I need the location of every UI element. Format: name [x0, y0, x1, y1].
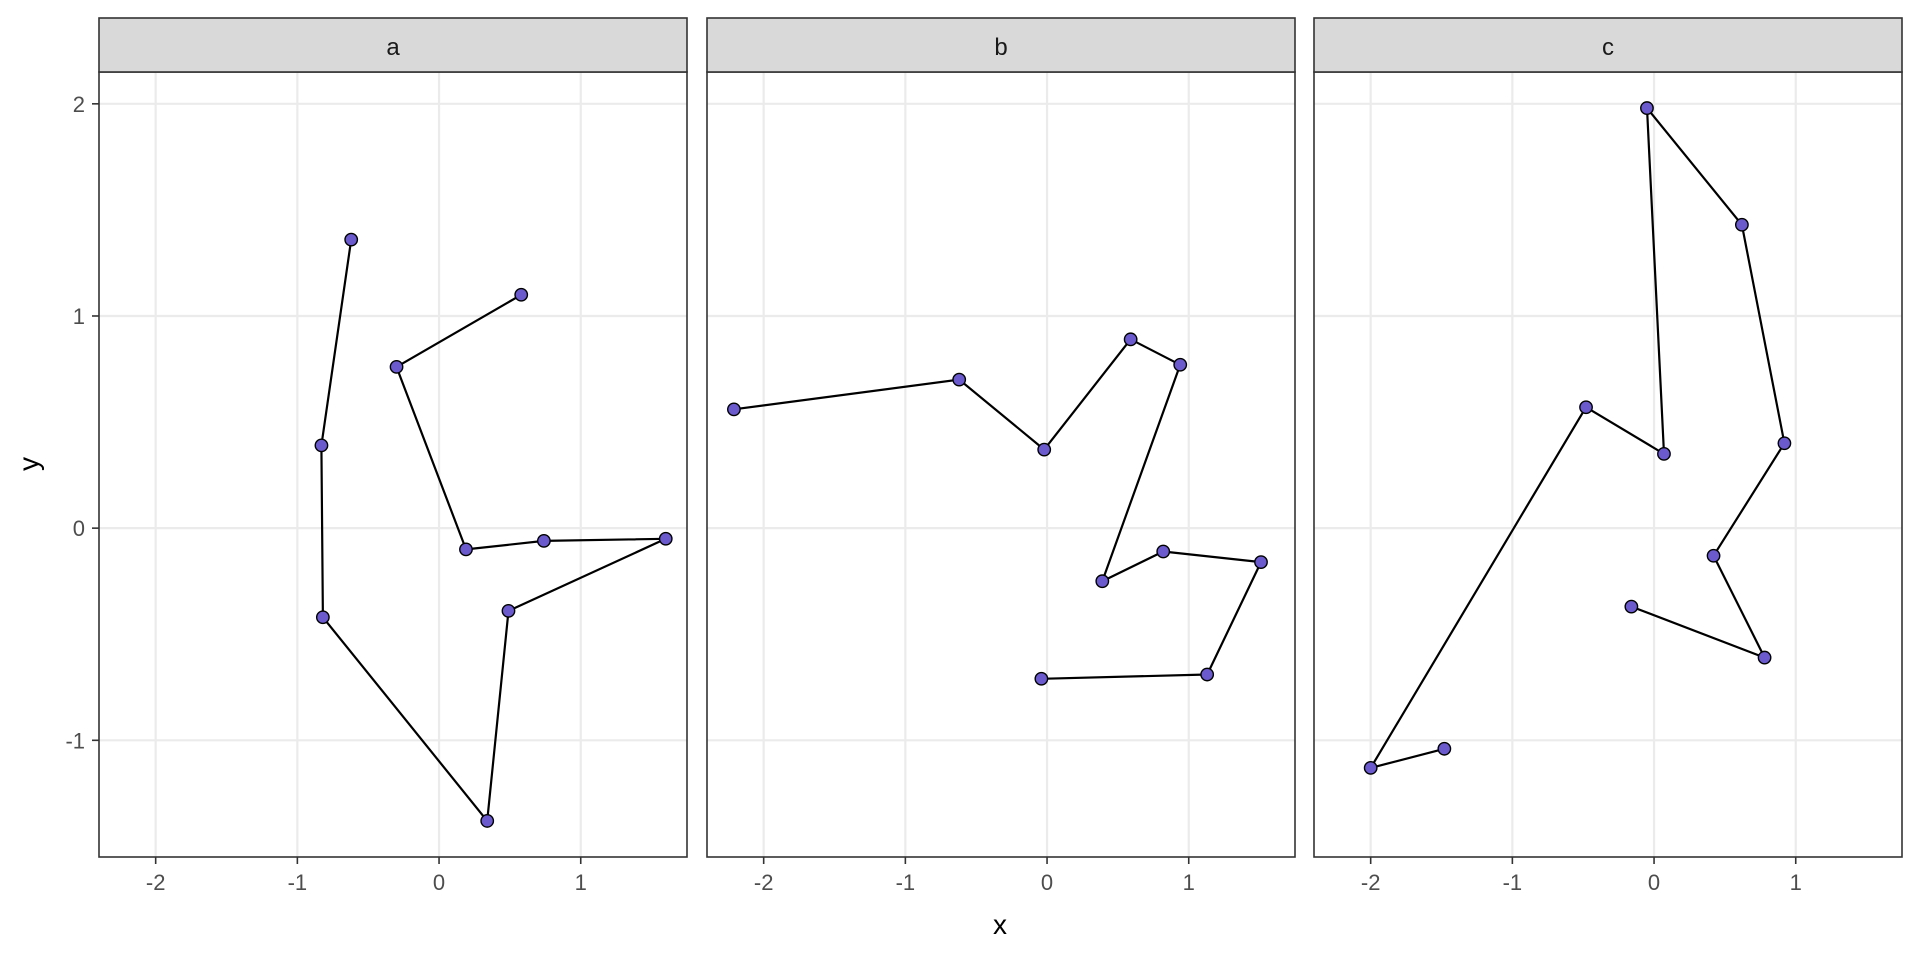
- data-point: [727, 402, 741, 417]
- data-point: [1437, 741, 1452, 756]
- panel-background: [1314, 72, 1902, 857]
- data-point: [314, 438, 329, 453]
- axes: x y -1 0 1 2: [13, 92, 1007, 940]
- x-tick-label: 0: [1648, 870, 1660, 895]
- x-tick-label: -2: [146, 870, 166, 895]
- data-point: [1734, 217, 1749, 232]
- data-point: [1037, 442, 1052, 457]
- x-tick-label: -1: [1503, 870, 1523, 895]
- y-tick-label: 1: [73, 304, 85, 329]
- data-point: [1579, 400, 1593, 415]
- series-path-line: [1369, 106, 1786, 770]
- x-tick-label: 1: [1790, 870, 1802, 895]
- data-point: [1095, 574, 1110, 589]
- data-point: [658, 531, 673, 546]
- x-tick-label: 0: [1041, 870, 1053, 895]
- facet-strip: [98, 17, 688, 73]
- x-tick-label: -1: [896, 870, 916, 895]
- x-tick-label: 1: [575, 870, 587, 895]
- facet-strip-label: b: [994, 34, 1007, 61]
- data-point: [1200, 667, 1215, 682]
- data-point: [1657, 446, 1671, 461]
- y-tick-label: 0: [73, 516, 85, 541]
- x-tick-label: -1: [288, 870, 308, 895]
- data-point: [459, 542, 473, 557]
- y-tick-label: 2: [73, 92, 85, 117]
- data-point: [344, 232, 359, 247]
- data-point: [1640, 101, 1654, 115]
- panel-background: [99, 72, 687, 857]
- data-point: [1624, 599, 1639, 614]
- series-path-line: [320, 239, 667, 823]
- series-path-line: [733, 338, 1263, 680]
- data-point: [1123, 332, 1138, 347]
- data-point: [1156, 544, 1171, 559]
- x-tick-label: 0: [433, 870, 445, 895]
- data-point: [1706, 548, 1721, 563]
- facet-panel-c: c -2 -1 0 1: [1313, 17, 1903, 895]
- data-point: [1363, 760, 1378, 775]
- facet-strip: [706, 17, 1296, 73]
- data-point: [536, 533, 551, 548]
- data-point: [1254, 555, 1268, 569]
- facet-strip: [1313, 17, 1903, 73]
- facet-panel-b: b -2 -1 0 1: [706, 17, 1296, 895]
- x-tick-label: -2: [754, 870, 774, 895]
- data-point: [501, 603, 516, 618]
- facet-strip-label: c: [1602, 34, 1614, 61]
- x-tick-label: 1: [1183, 870, 1195, 895]
- panel-background: [707, 72, 1295, 857]
- data-point: [1777, 436, 1792, 451]
- facet-panels: a -2 -1 0 1 b -2 -1 0 1 c -2 -1 0 1: [98, 17, 1903, 895]
- y-axis-label: y: [13, 457, 44, 471]
- data-point: [1034, 671, 1049, 686]
- data-point: [480, 814, 495, 828]
- data-point: [514, 287, 529, 302]
- data-point: [1173, 357, 1188, 372]
- x-tick-label: -2: [1361, 870, 1381, 895]
- data-point: [1757, 650, 1772, 665]
- data-point: [389, 360, 404, 374]
- x-axis-label: x: [993, 909, 1007, 940]
- data-point: [952, 372, 967, 387]
- facet-panel-a: a -2 -1 0 1: [98, 17, 688, 895]
- y-tick-label: -1: [65, 728, 85, 753]
- facet-strip-label: a: [386, 34, 400, 61]
- data-point: [315, 610, 330, 625]
